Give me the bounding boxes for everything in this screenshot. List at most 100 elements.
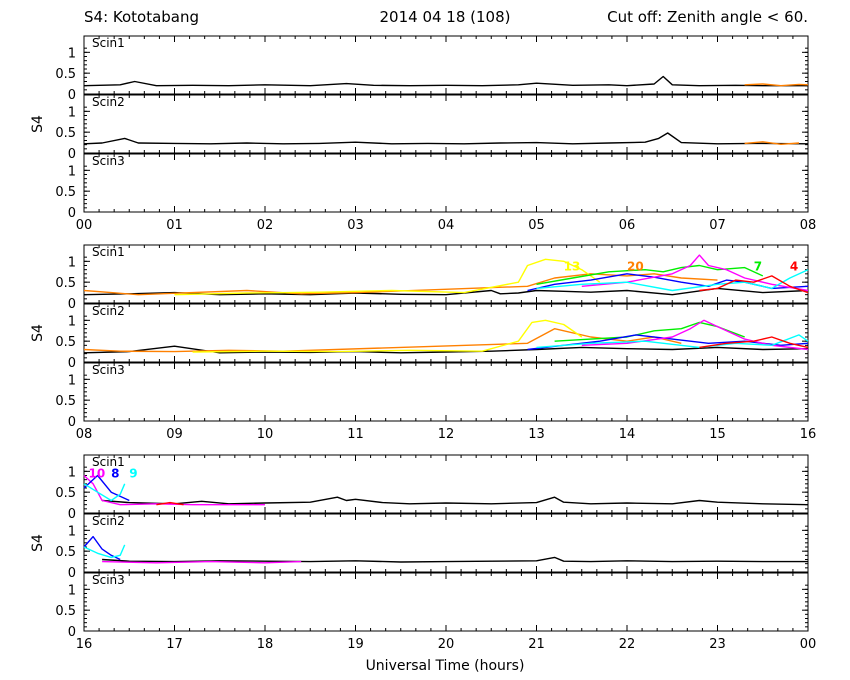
series-line-orange <box>83 328 682 353</box>
satellite-label: 20 <box>627 260 644 274</box>
cutoff-note: Cut off: Zenith angle < 60. <box>607 8 808 26</box>
x-tick-label: 23 <box>709 637 726 652</box>
x-tick-label: 00 <box>800 637 817 652</box>
series-line-cyan <box>83 544 126 559</box>
satellite-label: 9 <box>129 467 137 481</box>
x-tick-label: 19 <box>347 637 364 652</box>
panel-frame <box>83 513 809 573</box>
y-tick-label: 0 <box>68 297 76 312</box>
panel-frame <box>83 303 809 363</box>
x-tick-label: 02 <box>257 218 274 233</box>
y-tick-label: 1 <box>68 105 76 120</box>
x-tick-label: 10 <box>257 427 274 442</box>
x-tick-label: 21 <box>528 637 545 652</box>
panel-frame <box>83 362 809 422</box>
x-tick-label: 08 <box>76 427 93 442</box>
x-tick-label: 11 <box>347 427 364 442</box>
x-tick-label: 04 <box>438 218 455 233</box>
x-tick-label: 06 <box>619 218 636 233</box>
panel-label: Scin1 <box>92 245 125 259</box>
date-title: 2014 04 18 (108) <box>380 8 511 26</box>
series-line-yellow <box>192 319 583 353</box>
series-line-yellow <box>174 258 601 296</box>
y-tick-label: 0.5 <box>55 604 76 619</box>
series-line-red <box>156 501 184 506</box>
panel-label: Scin3 <box>92 363 125 377</box>
x-tick-label: 13 <box>528 427 545 442</box>
y-tick-label: 0.5 <box>55 486 76 501</box>
x-tick-label: 08 <box>800 218 817 233</box>
panel-label: Scin2 <box>92 304 125 318</box>
panel-label: Scin1 <box>92 36 125 50</box>
x-tick-label: 16 <box>800 427 817 442</box>
series-line-cyan <box>536 269 809 292</box>
panel-label: Scin2 <box>92 95 125 109</box>
y-axis-label: S4 <box>30 115 46 133</box>
satellite-label: 4 <box>790 260 798 274</box>
series-line-red <box>699 275 809 294</box>
series-line-magenta <box>581 254 809 292</box>
y-tick-label: 1 <box>68 164 76 179</box>
series-line-black <box>102 496 809 506</box>
x-tick-label: 18 <box>257 637 274 652</box>
x-tick-label: 16 <box>76 637 93 652</box>
y-tick-label: 0.5 <box>55 126 76 141</box>
y-tick-label: 0.5 <box>55 276 76 291</box>
y-tick-label: 1 <box>68 583 76 598</box>
y-tick-label: 0 <box>68 206 76 221</box>
y-tick-label: 0.5 <box>55 335 76 350</box>
series-line-magenta <box>83 474 265 506</box>
satellite-label: 8 <box>111 467 119 481</box>
x-tick-label: 20 <box>438 637 455 652</box>
y-tick-label: 0.5 <box>55 545 76 560</box>
panel-label: Scin2 <box>92 514 125 528</box>
y-tick-label: 1 <box>68 524 76 539</box>
y-tick-label: 0.5 <box>55 394 76 409</box>
x-tick-label: 22 <box>619 637 636 652</box>
series-line-red <box>699 336 809 349</box>
series-line-black <box>83 287 809 296</box>
y-tick-label: 1 <box>68 373 76 388</box>
series-line-black <box>83 132 809 145</box>
x-tick-label: 03 <box>347 218 364 233</box>
series-line-green <box>536 264 764 285</box>
series-line-black <box>102 556 808 563</box>
x-tick-label: 05 <box>528 218 545 233</box>
y-tick-label: 0 <box>68 415 76 430</box>
x-axis-title: Universal Time (hours) <box>366 658 525 674</box>
satellite-label: 10 <box>89 467 106 481</box>
satellite-label: 13 <box>564 260 581 274</box>
y-tick-label: 1 <box>68 465 76 480</box>
series-line-orange <box>744 141 800 146</box>
x-tick-label: 14 <box>619 427 636 442</box>
x-tick-label: 17 <box>166 637 183 652</box>
station-title: S4: Kototabang <box>84 8 199 26</box>
y-tick-label: 1 <box>68 46 76 61</box>
y-tick-label: 1 <box>68 255 76 270</box>
y-tick-label: 0 <box>68 147 76 162</box>
x-tick-label: 01 <box>166 218 183 233</box>
y-tick-label: 0 <box>68 88 76 103</box>
series-line-orange <box>744 83 809 87</box>
series-line-orange <box>83 273 718 296</box>
satellite-label: 7 <box>754 260 762 274</box>
x-tick-label: 12 <box>438 427 455 442</box>
panel-frame <box>83 572 809 632</box>
y-tick-label: 0 <box>68 625 76 640</box>
series-line-blue <box>83 474 130 502</box>
x-tick-label: 15 <box>709 427 726 442</box>
y-tick-label: 0.5 <box>55 185 76 200</box>
y-tick-label: 0 <box>68 566 76 581</box>
series-line-cyan <box>83 483 126 502</box>
panel-label: Scin1 <box>92 455 125 469</box>
series-line-magenta <box>102 560 302 564</box>
y-axis-label: S4 <box>30 534 46 552</box>
x-tick-label: 07 <box>709 218 726 233</box>
panel-label: Scin3 <box>92 573 125 587</box>
series-line-black <box>83 75 808 87</box>
panel-label: Scin3 <box>92 154 125 168</box>
x-tick-label: 09 <box>166 427 183 442</box>
panel-frame <box>83 153 809 213</box>
